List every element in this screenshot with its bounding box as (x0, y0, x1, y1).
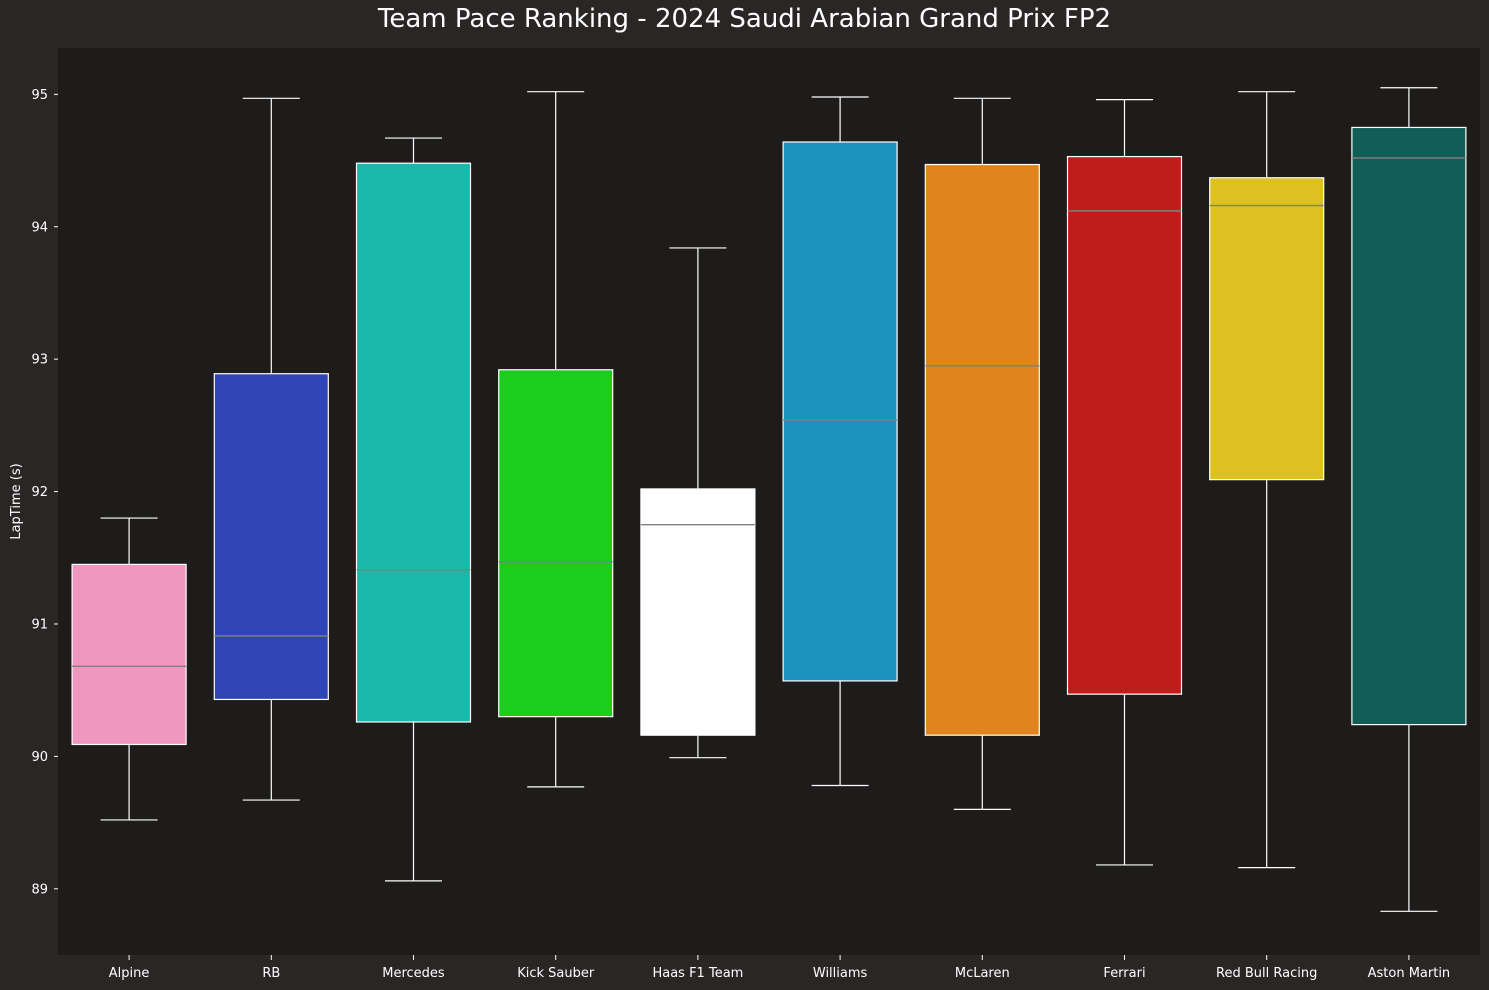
y-tick-label: 95 (31, 88, 48, 103)
iqr-box (924, 163, 1040, 736)
box-haas-f1-team (640, 247, 756, 759)
iqr-box (640, 488, 756, 736)
iqr-box (1066, 155, 1183, 695)
y-axis-label: LapTime (s) (9, 463, 24, 539)
iqr-box (1209, 177, 1325, 481)
x-tick-label: Williams (813, 966, 868, 981)
y-tick-label: 92 (31, 485, 48, 500)
x-tick-label: Ferrari (1103, 966, 1145, 981)
chart-title: Team Pace Ranking - 2024 Saudi Arabian G… (377, 4, 1112, 34)
x-tick-label: McLaren (955, 966, 1010, 981)
x-tick-label: Haas F1 Team (652, 966, 743, 981)
y-axis: 89 90 91 92 93 94 95 (31, 88, 58, 897)
y-tick-label: 89 (31, 882, 48, 897)
x-tick-label: Kick Sauber (517, 966, 595, 981)
x-tick-label: Mercedes (382, 966, 445, 981)
box-rb (213, 97, 329, 801)
x-tick-label: Alpine (109, 966, 150, 981)
iqr-box (782, 141, 898, 682)
iqr-box (1351, 126, 1467, 726)
box-ferrari (1066, 99, 1183, 866)
box-mercedes (355, 137, 472, 882)
x-tick-label: RB (262, 966, 280, 981)
x-axis: Alpine RB Mercedes Kick Sauber Haas F1 Team W… (109, 955, 1450, 981)
y-tick-label: 93 (31, 353, 48, 368)
iqr-box (71, 563, 187, 746)
box-red-bull-racing (1209, 91, 1325, 869)
y-tick-label: 94 (31, 220, 48, 235)
box-aston-martin (1351, 87, 1467, 912)
boxes-group (71, 87, 1467, 912)
y-tick-label: 90 (31, 750, 48, 765)
iqr-box (213, 373, 329, 701)
box-mclaren (924, 97, 1040, 810)
x-tick-label: Aston Martin (1368, 966, 1451, 981)
box-williams (782, 96, 898, 787)
y-tick-label: 91 (31, 617, 48, 632)
iqr-box (355, 162, 472, 723)
iqr-box (498, 369, 614, 718)
box-alpine (71, 517, 187, 821)
x-tick-label: Red Bull Racing (1216, 966, 1317, 981)
box-kick-sauber (498, 91, 614, 788)
